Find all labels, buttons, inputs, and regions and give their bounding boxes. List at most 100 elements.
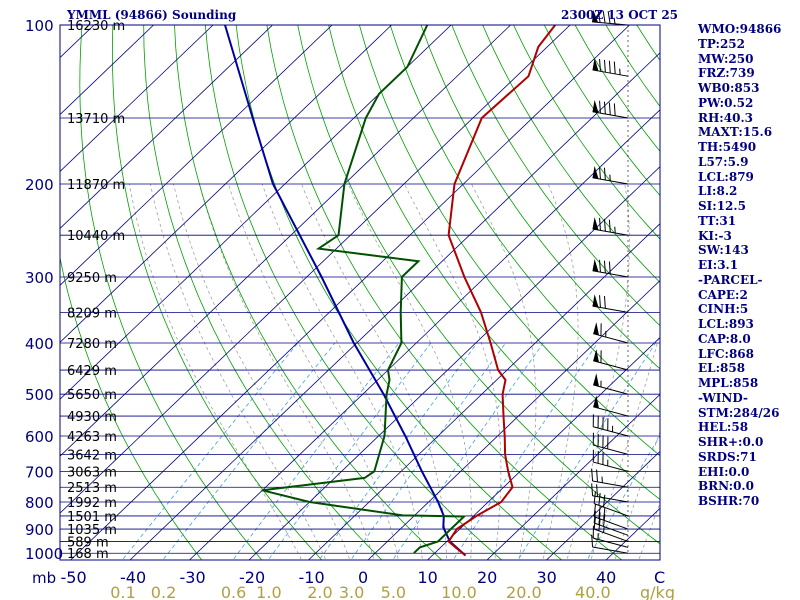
temperature-label: -10 [299, 568, 325, 587]
mixing-ratio-line [162, 342, 336, 560]
wind-barb [592, 99, 629, 119]
pressure-label: 100 [25, 17, 54, 35]
index-line: LFC:868 [698, 346, 754, 361]
index-line: LCL:893 [698, 317, 754, 331]
isotherm [367, 280, 660, 560]
moist-adiabat [228, 183, 399, 560]
dry-adiabat [297, 25, 660, 545]
wind-barb [592, 165, 629, 185]
index-line: BSHR:70 [698, 494, 760, 508]
isotherm [70, 25, 630, 560]
dry-adiabat [204, 25, 503, 560]
wind-barb [591, 468, 629, 488]
mixing-ratio-line [318, 342, 478, 560]
height-label: 168 m [67, 547, 109, 562]
index-line: SHR+:0.0 [698, 435, 764, 449]
mixing-ratio-line [267, 342, 432, 560]
height-label: 9250 m [67, 271, 117, 286]
moist-adiabat [347, 183, 473, 560]
mixing-ratio-label: 0.6 [221, 583, 246, 600]
pressure-label: 800 [25, 494, 54, 512]
pressure-label: 500 [25, 386, 54, 404]
moist-adiabat [150, 183, 327, 560]
isotherm [60, 25, 511, 457]
mixing-ratio-line [350, 342, 506, 560]
index-line: BRN:0.0 [698, 479, 754, 494]
isotherm [60, 25, 571, 514]
moist-adiabat [404, 183, 502, 560]
indices-panel: WMO:94866 TP:252 MW:250 FRZ:739 WB0:853 PW:0.… [698, 22, 798, 509]
temperature-label: -40 [120, 568, 146, 587]
wind-barb [592, 449, 629, 472]
mixing-ratio-label: g/kg [640, 583, 675, 600]
wind-barb [592, 294, 629, 313]
pressure-label: 200 [25, 176, 54, 194]
index-line: MPL:858 [698, 376, 759, 390]
mixing-ratio-line [452, 342, 598, 560]
index-line: KI:-3 [698, 228, 732, 243]
mixing-ratio-label: 40.0 [575, 583, 611, 600]
isotherm [248, 166, 660, 560]
dry-adiabat [79, 25, 263, 560]
height-label: 10440 m [67, 229, 125, 244]
index-line: HEL:58 [698, 420, 749, 435]
mixing-ratio-label: 20.0 [506, 583, 542, 600]
isotherm [60, 25, 333, 286]
wind-barb [593, 349, 629, 371]
index-line: WMO:94866 [698, 22, 782, 36]
index-line: L57:5.9 [698, 154, 749, 169]
index-line: LI:8.2 [698, 184, 738, 199]
dry-adiabat [143, 25, 383, 560]
wind-barb [592, 217, 629, 236]
plot-frame [59, 24, 661, 561]
index-line: SI:12.5 [698, 199, 746, 213]
isotherm [60, 25, 392, 343]
wind-barb [591, 534, 629, 554]
parcel-trace [224, 25, 467, 557]
height-label: 1035 m [67, 523, 117, 538]
index-line: RH:40.3 [698, 110, 753, 125]
wind-barb [592, 432, 629, 455]
index-line: TH:5490 [698, 140, 757, 154]
index-line: MAXT:15.6 [698, 125, 773, 140]
index-line: SW:143 [698, 243, 749, 258]
index-line: EL:858 [698, 361, 746, 376]
moist-adiabat [614, 430, 660, 560]
dry-adiabat [174, 25, 443, 560]
index-line: PW:0.52 [698, 95, 754, 110]
index-line: FRZ:739 [698, 66, 755, 81]
temperature-label: 30 [537, 568, 557, 587]
index-line: EI:3.1 [698, 258, 739, 272]
index-line: TP:252 [698, 36, 746, 51]
moist-adiabat [198, 183, 375, 560]
dry-adiabat [235, 25, 563, 560]
index-line: CAPE:2 [698, 287, 748, 302]
moist-adiabat [128, 183, 303, 560]
isotherm [308, 223, 660, 560]
mixing-ratio-line [392, 342, 544, 560]
index-line: LCL:879 [698, 169, 754, 184]
dry-adiabat [482, 25, 660, 284]
height-label: 11870 m [67, 178, 125, 193]
wind-barb [593, 504, 629, 530]
temperature-label: -20 [239, 568, 265, 587]
mixing-ratio-label: 10.0 [441, 583, 477, 600]
dry-adiabat [389, 25, 660, 413]
dry-adiabat [111, 25, 323, 560]
pressure-label: 900 [25, 521, 54, 539]
mixing-ratio-label: 0.2 [151, 583, 176, 600]
wind-barb [593, 491, 629, 517]
temperature-label: 10 [418, 568, 438, 587]
index-line: SRDS:71 [698, 449, 757, 464]
height-label: 7280 m [67, 337, 117, 352]
wind-barb [593, 322, 629, 344]
height-label: 13710 m [67, 112, 125, 127]
temperature-label: -50 [61, 568, 87, 587]
pressure-label: 300 [25, 269, 54, 287]
mixing-ratio-label: 3.0 [339, 583, 364, 600]
height-label: 6429 m [67, 364, 117, 379]
isotherm [60, 25, 214, 173]
dry-adiabat [451, 25, 660, 327]
height-label: 3063 m [67, 465, 117, 480]
index-line: TT:31 [698, 213, 737, 228]
